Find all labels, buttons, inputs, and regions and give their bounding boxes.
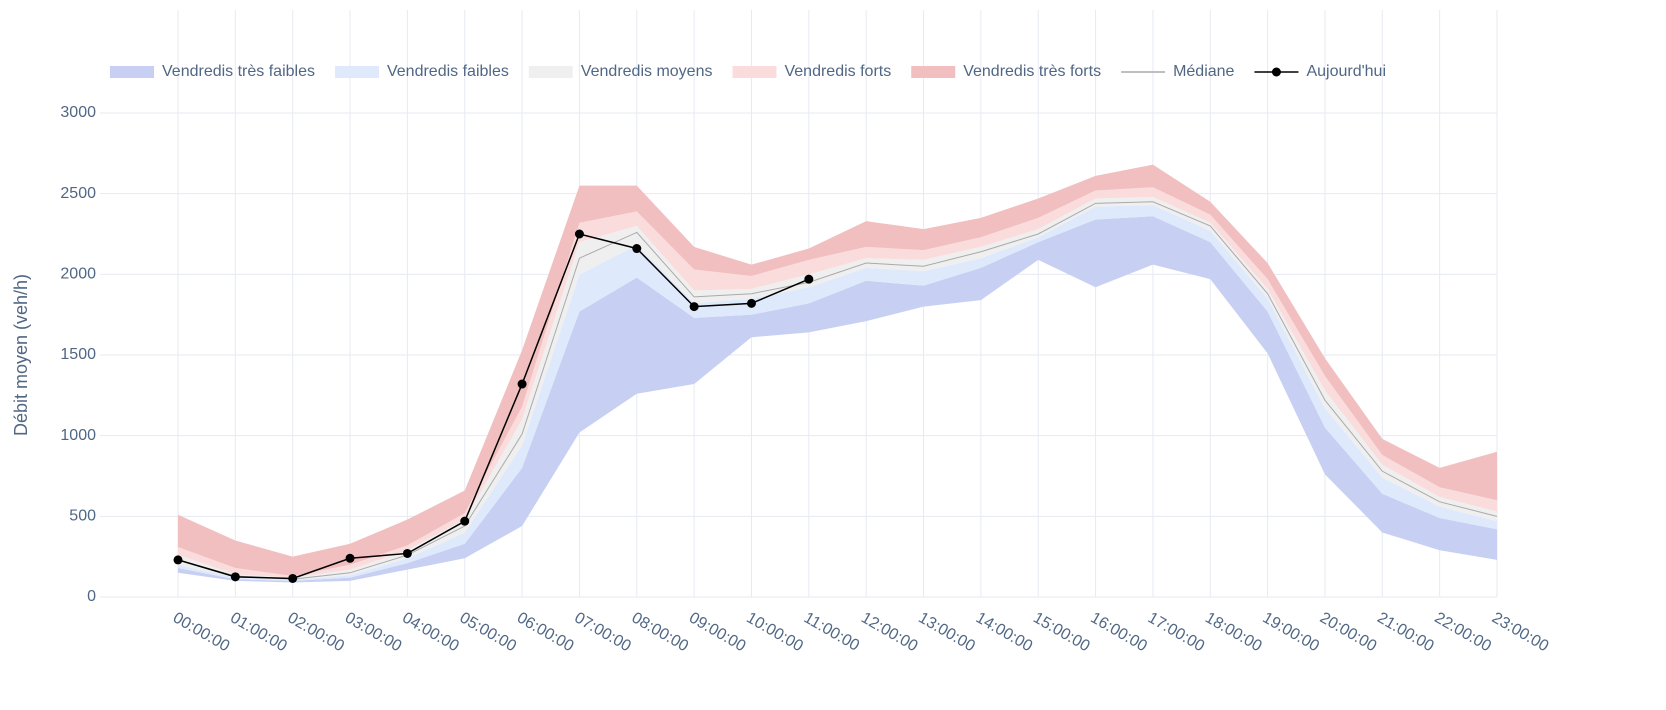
x-tick-label: 10:00:00 [743,609,806,655]
band-area [178,164,1497,577]
legend-label: Aujourd'hui [1306,63,1386,80]
x-tick-label: 07:00:00 [571,609,634,655]
x-tick-label: 14:00:00 [973,609,1036,655]
x-tick-label: 17:00:00 [1145,609,1208,655]
x-tick-label: 23:00:00 [1489,609,1552,655]
x-tick-label: 19:00:00 [1259,609,1322,655]
x-tick-label: 06:00:00 [514,609,577,655]
x-tick-label: 16:00:00 [1087,609,1150,655]
point [689,302,699,312]
legend-swatch [110,66,154,78]
band-area [178,196,1497,581]
x-tick-label: 00:00:00 [170,609,233,655]
x-tick-label: 22:00:00 [1432,609,1495,655]
series-line [177,233,810,580]
legend-label: Vendredis moyens [581,63,713,80]
legend-swatch [334,66,379,78]
x-tick-label: 02:00:00 [285,609,348,655]
x-tick-label: 18:00:00 [1202,609,1265,655]
y-tick-label: 500 [69,508,96,525]
x-tick-label: 11:00:00 [801,609,863,654]
x-tick-label: 15:00:00 [1030,609,1093,655]
y-tick-label: 0 [87,588,96,605]
point [230,572,240,582]
y-tick-label: 1500 [60,346,96,363]
point [804,274,814,284]
point [288,573,298,583]
y-axis-label: Débit moyen (veh/h) [11,274,31,436]
point [402,548,412,558]
point [345,553,355,563]
legend-swatch [911,66,956,78]
x-tick-label: 12:00:00 [858,609,921,655]
point [574,229,584,239]
x-tick-label: 01:00:00 [227,609,290,655]
point [173,555,183,565]
legend-label: Vendredis très faibles [162,63,315,80]
point [746,298,756,308]
x-tick-label: 03:00:00 [342,609,405,655]
x-tick-label: 20:00:00 [1317,609,1380,655]
y-tick-label: 2500 [60,185,96,202]
point [460,516,470,526]
legend-label: Vendredis forts [784,63,891,80]
x-tick-label: 05:00:00 [457,609,520,655]
x-tick-label: 21:00:00 [1374,609,1437,655]
x-tick-label: 08:00:00 [629,609,692,655]
y-tick-label: 1000 [60,427,96,444]
y-tick-label: 3000 [60,104,96,121]
band-area [178,187,1497,578]
series-line [177,201,1498,580]
band-area [178,216,1497,583]
point [517,379,527,389]
legend-swatch [528,66,573,78]
legend-label: Médiane [1173,63,1234,80]
legend-label: Vendredis faibles [387,63,509,80]
x-tick-label: 13:00:00 [915,609,978,655]
legend-label: Vendredis très forts [963,63,1101,80]
x-tick-label: 09:00:00 [686,609,749,655]
band-area [178,204,1497,581]
x-tick-label: 04:00:00 [399,609,462,655]
point [632,244,642,254]
legend-swatch [732,66,777,78]
legend: Vendredis très faibles Vendredis faibles V… [110,63,1386,80]
legend-marker [1271,67,1281,77]
y-tick-label: 2000 [60,266,96,283]
